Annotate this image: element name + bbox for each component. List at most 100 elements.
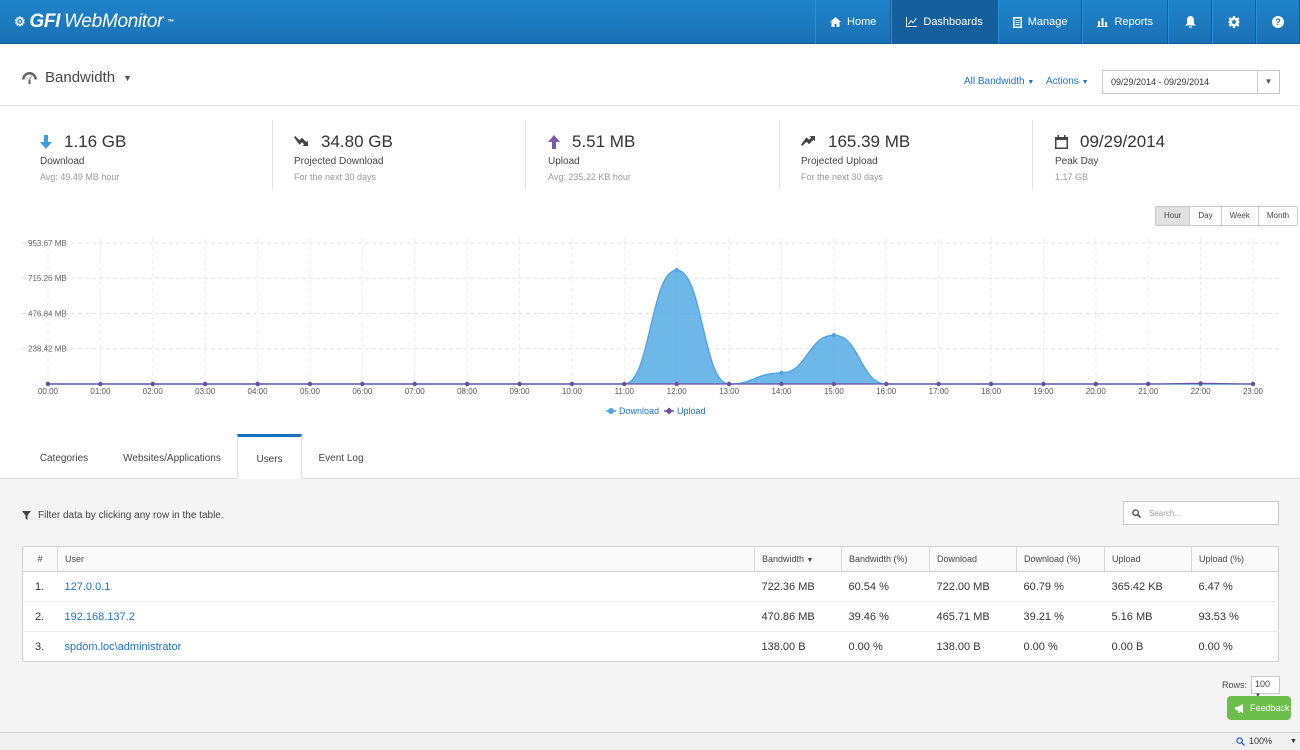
table-header-row: # User Bandwidth ▼ Bandwidth (%) Downloa…: [22, 546, 1279, 572]
x-tick-label: 03:00: [195, 387, 216, 396]
stat-value: 1.16 GB: [64, 132, 127, 151]
user-link[interactable]: 127.0.0.1: [57, 571, 755, 602]
table-row[interactable]: 2. 192.168.137.2 470.86 MB 39.46 % 465.71 MB…: [22, 601, 1279, 632]
nav-dashboards[interactable]: Dashboards: [891, 0, 998, 44]
stats-summary: 1.16 GB Download Avg: 49.49 MB hour 34.8…: [0, 120, 1300, 190]
all-bandwidth-dropdown[interactable]: All Bandwidth ▼: [964, 76, 1034, 87]
stat-sub: For the next 30 days: [294, 172, 377, 182]
tab-websites-applications[interactable]: Websites/Applications: [123, 453, 221, 464]
nav-reports-label: Reports: [1114, 16, 1153, 28]
actions-dropdown[interactable]: Actions ▼: [1046, 76, 1089, 87]
col-upload[interactable]: Upload: [1104, 546, 1192, 572]
nav-reports[interactable]: Reports: [1082, 0, 1168, 44]
filter-icon: [22, 511, 31, 520]
home-icon: [830, 17, 842, 27]
data-point-upload: [150, 381, 155, 387]
stat-label: Projected Download: [294, 156, 384, 167]
y-tick-label: 715.26 MB: [28, 274, 67, 283]
bandwidth-chart: 953.67 MB 715.26 MB 476.84 MB 238.42 MB 00:0…: [22, 239, 1279, 416]
stat-label: Peak Day: [1055, 156, 1099, 167]
nav-settings[interactable]: [1212, 0, 1256, 44]
bandwidth-cell: 470.86 MB: [754, 601, 842, 632]
main-nav: Home Dashboards Manage Reports ?: [815, 0, 1300, 44]
stat-sub: Avg: 49.49 MB hour: [40, 172, 120, 182]
granularity-week-button[interactable]: Week: [1220, 207, 1258, 225]
upload-cell: 5.16 MB: [1104, 601, 1192, 632]
data-point-upload: [98, 381, 103, 387]
user-link[interactable]: spdom.loc\administrator: [57, 631, 755, 662]
search-box[interactable]: [1123, 501, 1279, 525]
col-download-pct[interactable]: Download (%): [1016, 546, 1105, 572]
bandwidth-cell: 138.00 B: [754, 631, 842, 662]
data-point-upload: [255, 381, 260, 387]
col-bandwidth-pct[interactable]: Bandwidth (%): [841, 546, 930, 572]
granularity-day-button[interactable]: Day: [1189, 207, 1221, 225]
date-range-picker[interactable]: 09/29/2014 - 09/29/2014 ▼: [1102, 70, 1280, 94]
download-cell: 722.00 MB: [929, 571, 1017, 602]
nav-manage[interactable]: Manage: [997, 0, 1083, 44]
col-download[interactable]: Download: [929, 546, 1017, 572]
table-row[interactable]: 1. 127.0.0.1 722.36 MB 60.54 % 722.00 MB 60.7…: [22, 571, 1279, 602]
user-link[interactable]: 192.168.137.2: [57, 601, 755, 632]
col-user[interactable]: User: [57, 546, 755, 572]
nav-help[interactable]: ?: [1256, 0, 1300, 44]
gauge-icon: [22, 71, 37, 84]
trend-up-icon: [801, 136, 815, 146]
row-index: 2.: [22, 601, 58, 632]
data-point-upload: [464, 381, 470, 387]
row-index: 1.: [22, 571, 58, 602]
gear-icon: [1228, 16, 1240, 28]
users-panel: Filter data by clicking any row in the t…: [0, 479, 1300, 732]
data-point-upload: [884, 381, 889, 387]
tab-users[interactable]: Users: [237, 434, 302, 479]
document-icon: [1012, 16, 1022, 28]
chevron-down-icon[interactable]: ▼: [1257, 71, 1279, 93]
logo-tm: ™: [167, 18, 174, 26]
x-tick-label: 18:00: [981, 387, 1002, 396]
y-tick-label: 238.42 MB: [28, 345, 67, 354]
stat-value: 09/29/2014: [1080, 132, 1166, 151]
rows-select[interactable]: 100 ▼: [1251, 676, 1281, 699]
chevron-down-icon: ▼: [1290, 737, 1297, 745]
feedback-button[interactable]: Feedback: [1227, 696, 1291, 720]
col-index: #: [22, 546, 58, 572]
download-cell: 465.71 MB: [929, 601, 1017, 632]
help-icon: ?: [1272, 16, 1284, 28]
x-tick-label: 19:00: [1033, 387, 1054, 396]
col-bandwidth[interactable]: Bandwidth ▼: [754, 546, 842, 572]
x-tick-label: 12:00: [667, 387, 688, 396]
x-tick-label: 11:00: [615, 387, 635, 396]
table-row[interactable]: 3. spdom.loc\administrator 138.00 B 0.00 % 1…: [22, 631, 1279, 662]
upload-pct-cell: 93.53 %: [1191, 601, 1279, 632]
x-tick-label: 08:00: [457, 387, 478, 396]
zoom-control[interactable]: 100% ▼: [1236, 736, 1297, 746]
rows-value: 100: [1255, 679, 1271, 689]
app-logo[interactable]: ⚙ GFI WebMonitor ™: [14, 11, 174, 33]
page-header: Bandwidth ▼ All Bandwidth ▼ Actions ▼ 09…: [0, 44, 1300, 106]
divider: [779, 120, 780, 190]
granularity-month-button[interactable]: Month: [1257, 207, 1298, 225]
nav-home[interactable]: Home: [815, 0, 892, 44]
svg-text:?: ?: [1275, 17, 1281, 27]
tab-event-log[interactable]: Event Log: [318, 453, 364, 464]
granularity-hour-button[interactable]: Hour: [1156, 207, 1190, 225]
date-range-value: 09/29/2014 - 09/29/2014: [1111, 77, 1210, 87]
chart-line-icon: [906, 17, 918, 27]
upload-cell: 365.42 KB: [1104, 571, 1192, 602]
actions-label: Actions: [1046, 76, 1079, 87]
rows-per-page: Rows: 100 ▼: [1222, 676, 1281, 699]
upload-pct-cell: 0.00 %: [1191, 631, 1279, 662]
series-area-download: [48, 270, 1253, 384]
search-input[interactable]: [1149, 508, 1269, 518]
tab-categories[interactable]: Categories: [39, 453, 89, 464]
x-tick-label: 13:00: [719, 387, 740, 396]
megaphone-icon: [1235, 703, 1243, 713]
nav-notifications[interactable]: [1168, 0, 1212, 44]
x-tick-label: 00:00: [38, 387, 59, 396]
page-title-dropdown[interactable]: Bandwidth ▼: [22, 69, 132, 86]
upload-pct-cell: 6.47 %: [1191, 571, 1279, 602]
x-tick-label: 16:00: [876, 387, 897, 396]
bell-icon: [1184, 16, 1196, 28]
filter-note: Filter data by clicking any row in the t…: [22, 510, 224, 521]
col-upload-pct[interactable]: Upload (%): [1191, 546, 1279, 572]
